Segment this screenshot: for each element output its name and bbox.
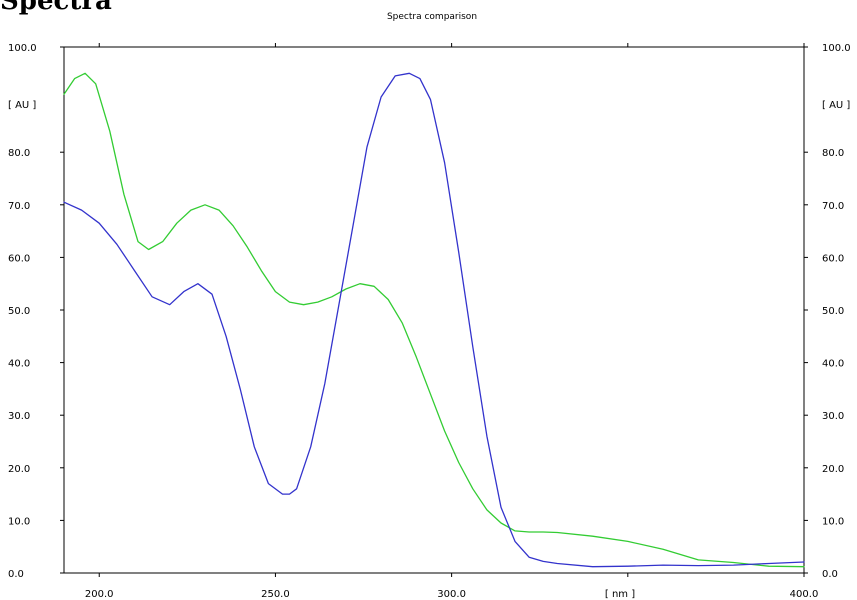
y-tick-label-right-3: 30.0 (822, 411, 844, 422)
y-tick-label-right-1: 10.0 (822, 516, 844, 527)
series-line-0 (63, 72, 805, 568)
y-tick-label-right-4: 40.0 (822, 359, 844, 370)
y-tick-label-left-6: 60.0 (8, 253, 30, 264)
x-tick-label-3: 400.0 (790, 589, 819, 600)
y-tick-label-right-6: 60.0 (822, 253, 844, 264)
y-axis-label-left: [ AU ] (8, 100, 36, 111)
plot-frame (63, 46, 805, 574)
y-tick-label-left-2: 20.0 (8, 464, 30, 475)
page-heading-fragment: Spectra (0, 0, 112, 16)
series-line-1 (63, 72, 805, 568)
series-layer (63, 72, 805, 568)
x-tick-label-0: 200.0 (85, 589, 114, 600)
y-tick-label-right-2: 20.0 (822, 464, 844, 475)
y-tick-label-left-4: 40.0 (8, 359, 30, 370)
y-tick-label-right-7: 70.0 (822, 201, 844, 212)
y-tick-label-right-8: 80.0 (822, 148, 844, 159)
y-tick-label-left-0: 0.0 (8, 569, 24, 580)
y-tick-label-right-9: 100.0 (822, 43, 851, 54)
x-axis-label: [ nm ] (605, 589, 635, 600)
y-tick-label-left-3: 30.0 (8, 411, 30, 422)
y-tick-label-left-7: 70.0 (8, 201, 30, 212)
y-axis-label-right: [ AU ] (822, 100, 850, 111)
y-tick-label-left-5: 50.0 (8, 306, 30, 317)
axes-layer: 0.0 0.0 10.0 10.0 20.0 20.0 30.0 30.0 40.0 40.0 50… (8, 43, 851, 600)
y-tick-label-right-0: 0.0 (822, 569, 838, 580)
x-tick-label-1: 250.0 (261, 589, 290, 600)
y-tick-label-left-8: 80.0 (8, 148, 30, 159)
y-tick-label-left-9: 100.0 (8, 43, 37, 54)
y-tick-label-right-5: 50.0 (822, 306, 844, 317)
y-tick-label-left-1: 10.0 (8, 516, 30, 527)
chart-title: Spectra comparison (387, 12, 477, 22)
x-tick-label-2: 300.0 (437, 589, 466, 600)
